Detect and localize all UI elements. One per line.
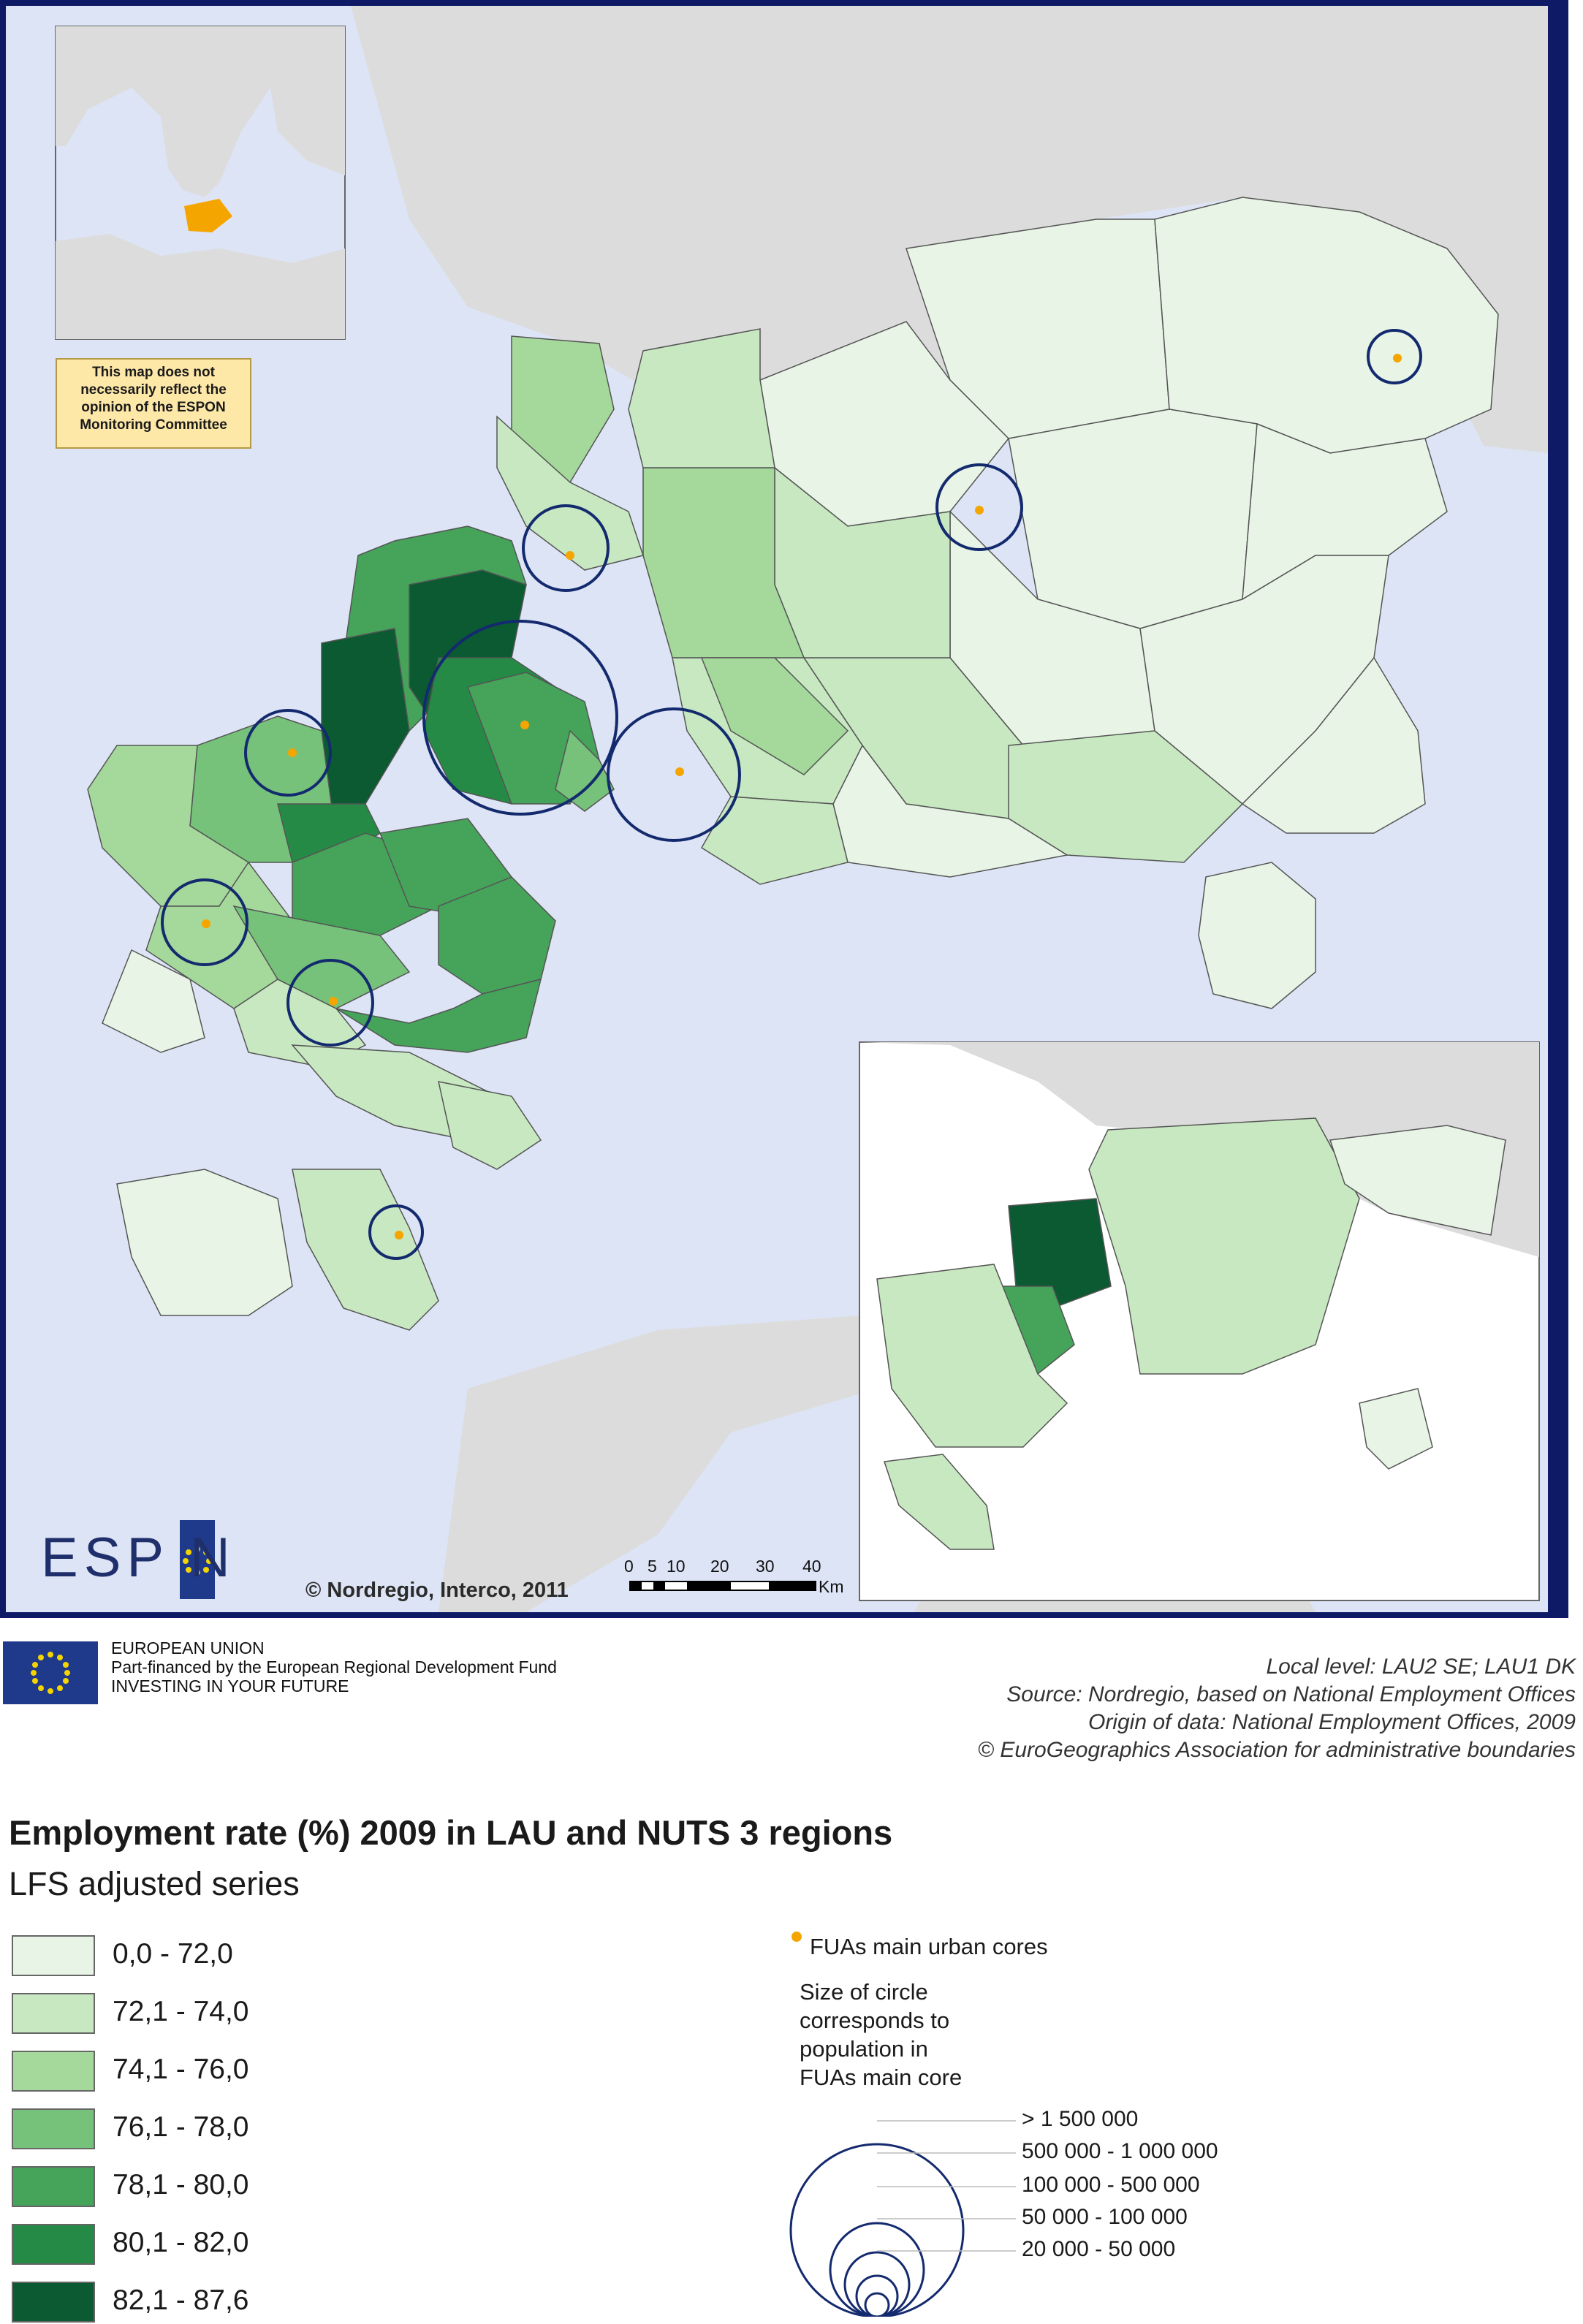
eu-flag-icon bbox=[3, 1641, 98, 1704]
legend-circle-5 bbox=[864, 2292, 890, 2317]
legend-swatch-5 bbox=[12, 2166, 95, 2207]
source-line-2: Source: Nordregio, based on National Emp… bbox=[1006, 1682, 1576, 1706]
fua-circle-karlskrona bbox=[1367, 329, 1422, 384]
locator-highlight-region bbox=[184, 199, 232, 232]
legend-circle-1 bbox=[789, 2143, 965, 2317]
size-note-line-1: Size of circle bbox=[800, 1979, 928, 2005]
legend-swatch-2 bbox=[12, 1993, 95, 2034]
circle-class-4: 50 000 - 100 000 bbox=[1022, 2205, 1188, 2229]
legend-label-6: 80,1 - 82,0 bbox=[113, 2227, 249, 2258]
scale-unit: Km bbox=[819, 1577, 844, 1596]
fua-dots bbox=[202, 354, 1402, 1239]
disclaimer-text: This map does not necessarily reflect th… bbox=[80, 365, 227, 433]
fua-circle-slagelse bbox=[161, 878, 248, 966]
mon bbox=[438, 1081, 542, 1170]
legend-circle-2 bbox=[829, 2222, 925, 2317]
legend-label-1: 0,0 - 72,0 bbox=[113, 1938, 233, 1970]
fua-circle-nykobing bbox=[368, 1204, 424, 1260]
eu-line-2: Part-financed by the European Regional D… bbox=[111, 1657, 557, 1676]
fua-circle-malmo bbox=[607, 707, 741, 842]
map-subtitle: LFS adjusted series bbox=[9, 1865, 300, 1902]
map-title: Employment rate (%) 2009 in LAU and NUTS… bbox=[9, 1813, 893, 1852]
legend-circle-3 bbox=[843, 2251, 911, 2317]
circle-class-1: > 1 500 000 bbox=[1022, 2107, 1139, 2131]
zealand-regions bbox=[87, 525, 615, 1068]
sources-block: Local level: LAU2 SE; LAU1 DK Source: No… bbox=[845, 1653, 1576, 1764]
sweden-north-land bbox=[351, 6, 1548, 453]
legend-label-7: 82,1 - 87,6 bbox=[113, 2285, 249, 2316]
scale-tick-10: 10 bbox=[667, 1557, 686, 1576]
fua-circle-naestved bbox=[286, 959, 374, 1047]
locator-inset bbox=[55, 26, 346, 340]
legend-label-5: 78,1 - 80,0 bbox=[113, 2169, 249, 2200]
circle-class-3: 100 000 - 500 000 bbox=[1022, 2173, 1200, 2197]
disclaimer-box: This map does not necessarily reflect th… bbox=[56, 358, 251, 449]
fua-circle-helsingborg bbox=[522, 504, 610, 592]
eu-stars-icon bbox=[183, 1546, 212, 1576]
fua-circles bbox=[161, 329, 1422, 1260]
fua-circle-copenhagen bbox=[422, 620, 618, 816]
fua-dot-icon bbox=[792, 1932, 802, 1942]
legend-swatch-7 bbox=[12, 2282, 95, 2323]
legend-swatch-4 bbox=[12, 2108, 95, 2149]
legend-swatch-6 bbox=[12, 2224, 95, 2265]
eu-funding-text: EUROPEAN UNION Part-financed by the Euro… bbox=[111, 1638, 557, 1695]
main-map bbox=[6, 6, 1548, 1612]
skane-regions bbox=[496, 197, 1499, 885]
lolland-west bbox=[116, 1169, 293, 1316]
legend-label-4: 76,1 - 78,0 bbox=[113, 2111, 249, 2143]
map-frame: This map does not necessarily reflect th… bbox=[0, 0, 1568, 1618]
scale-tick-0: 0 bbox=[624, 1557, 634, 1576]
fua-circle-kristianstad bbox=[935, 463, 1023, 551]
fua-circle-holbaek bbox=[244, 709, 332, 797]
eu-line-1: EUROPEAN UNION bbox=[111, 1638, 265, 1657]
legend-swatch-1 bbox=[12, 1935, 95, 1976]
scale-tick-40: 40 bbox=[802, 1557, 821, 1576]
lolland-east bbox=[292, 1169, 439, 1331]
fua-circle-legend bbox=[789, 2120, 1016, 2317]
size-note-line-4: FUAs main core bbox=[800, 2065, 963, 2090]
scale-tick-30: 30 bbox=[756, 1557, 775, 1576]
circle-class-2: 500 000 - 1 000 000 bbox=[1022, 2139, 1218, 2163]
copyright: © Nordregio, Interco, 2011 bbox=[305, 1579, 569, 1602]
scale-tick-5: 5 bbox=[648, 1557, 657, 1576]
scale-tick-20: 20 bbox=[710, 1557, 729, 1576]
fua-size-note: Size of circle corresponds to population… bbox=[800, 1978, 962, 2092]
zoom-inset bbox=[859, 1041, 1540, 1601]
legend-circle-4 bbox=[855, 2274, 899, 2317]
bornholm bbox=[1198, 862, 1316, 1009]
germany-land bbox=[439, 1315, 877, 1612]
source-line-4: © EuroGeographics Association for admini… bbox=[977, 1738, 1576, 1762]
fua-dot-label: FUAs main urban cores bbox=[810, 1934, 1048, 1959]
eu-line-3: INVESTING IN YOUR FUTURE bbox=[111, 1676, 349, 1695]
size-note-line-2: corresponds to bbox=[800, 2008, 950, 2033]
source-line-3: Origin of data: National Employment Offi… bbox=[1087, 1710, 1576, 1734]
circle-class-5: 20 000 - 50 000 bbox=[1022, 2237, 1176, 2261]
legend-swatch-3 bbox=[12, 2051, 95, 2092]
espon-logo-text: ESP N bbox=[41, 1527, 236, 1589]
legend-label-3: 74,1 - 76,0 bbox=[113, 2054, 249, 2085]
scalebar-graphic bbox=[629, 1581, 816, 1591]
size-note-line-3: population in bbox=[800, 2036, 928, 2062]
legend-label-2: 72,1 - 74,0 bbox=[113, 1996, 249, 2027]
source-line-1: Local level: LAU2 SE; LAU1 DK bbox=[1266, 1655, 1576, 1679]
